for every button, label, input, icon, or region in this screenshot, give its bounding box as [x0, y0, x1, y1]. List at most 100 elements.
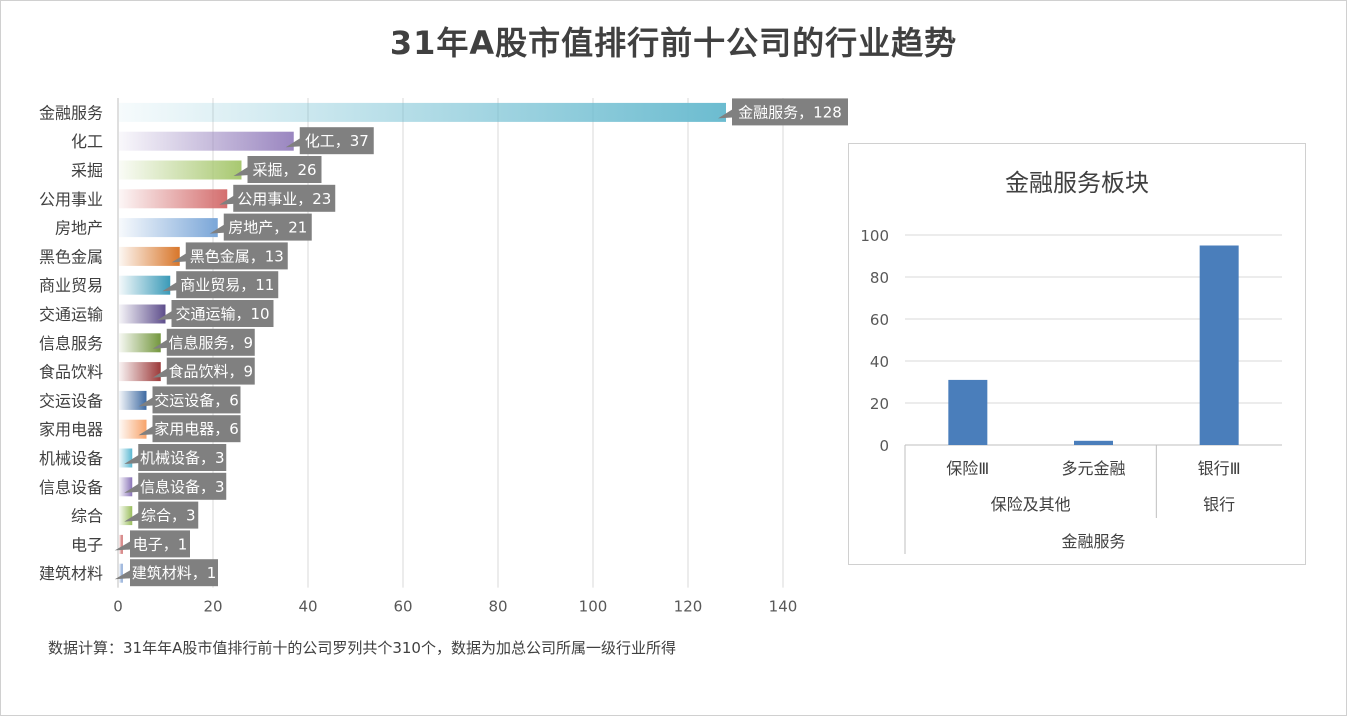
inset-group-label: 银行 [1203, 495, 1235, 514]
data-label-box [138, 444, 227, 471]
bar [119, 131, 294, 151]
data-label-box [130, 559, 218, 587]
data-label-pointer [233, 166, 250, 176]
data-label-pointer [162, 281, 179, 292]
bar [119, 534, 123, 554]
inset-y-tick-label: 60 [870, 311, 889, 329]
data-label-pointer [138, 396, 155, 407]
data-label-pointer [219, 194, 236, 205]
category-label: 食品饮料 [39, 363, 103, 382]
bar [119, 477, 133, 497]
data-label: 建筑材料，1 [132, 564, 217, 582]
data-label: 综合，3 [141, 507, 196, 525]
inset-bar [1074, 440, 1113, 445]
data-label-box [732, 98, 848, 126]
data-label-box [152, 415, 241, 443]
data-label-pointer [124, 454, 141, 464]
category-label: 化工 [71, 132, 103, 151]
bar [119, 218, 218, 238]
data-label-pointer [209, 223, 226, 234]
inset-y-tick-label: 40 [870, 353, 889, 371]
data-label: 黑色金属，13 [190, 247, 284, 265]
bar [119, 189, 228, 209]
data-label-box [247, 156, 322, 183]
category-label: 房地产 [55, 219, 103, 238]
x-tick-label: 120 [674, 598, 703, 616]
category-label: 建筑材料 [39, 564, 103, 583]
bar [119, 160, 242, 180]
data-label-box [171, 300, 274, 327]
data-label: 商业贸易，11 [180, 276, 274, 294]
category-label: 交通运输 [39, 305, 103, 324]
data-label-pointer [138, 425, 155, 436]
data-label-pointer [114, 569, 132, 580]
inset-category-label: 银行Ⅲ [1198, 459, 1241, 478]
category-label: 综合 [71, 507, 103, 526]
data-label-pointer [718, 108, 734, 119]
data-label-pointer [152, 367, 169, 378]
inset-top-group-label: 金融服务 [1061, 532, 1125, 551]
data-label-box [233, 184, 336, 212]
x-tick-label: 40 [298, 598, 317, 616]
data-label: 化工，37 [305, 132, 369, 150]
x-tick-label: 0 [113, 598, 123, 616]
data-label: 食品饮料，9 [168, 363, 253, 381]
data-label-pointer [157, 310, 174, 320]
data-label-box [223, 213, 312, 241]
data-label-pointer [114, 540, 132, 551]
data-label-box [138, 472, 227, 500]
bar [119, 448, 133, 468]
data-label: 信息设备，3 [140, 478, 225, 496]
inset-y-tick-label: 0 [879, 437, 889, 455]
data-label-box [152, 386, 241, 414]
inset-bar [948, 379, 988, 445]
inset-group-label: 保险及其他 [991, 495, 1071, 514]
data-label: 电子，1 [133, 535, 188, 553]
data-label-pointer [124, 511, 141, 522]
data-label-pointer [152, 338, 169, 349]
data-label: 公用事业，23 [237, 190, 331, 208]
inset-bar [1199, 245, 1239, 445]
category-label: 公用事业 [39, 190, 103, 209]
bar [119, 563, 123, 583]
x-tick-label: 20 [203, 598, 222, 616]
x-tick-label: 100 [579, 598, 608, 616]
data-label: 采掘，26 [252, 161, 316, 179]
data-label-box [138, 501, 199, 529]
category-label: 采掘 [71, 161, 103, 180]
inset-y-tick-label: 20 [870, 395, 889, 413]
data-label-pointer [124, 482, 141, 493]
category-label: 电子 [71, 535, 103, 554]
bar [119, 390, 147, 410]
data-label-box [130, 530, 190, 558]
inset-category-label: 保险Ⅲ [946, 459, 989, 478]
bar [119, 275, 171, 295]
data-label-box [299, 127, 374, 155]
inset-y-tick-label: 80 [870, 269, 889, 287]
category-label: 商业贸易 [39, 276, 103, 295]
data-label: 机械设备，3 [140, 449, 225, 467]
inset-y-tick-label: 100 [860, 227, 889, 245]
x-tick-label: 60 [393, 598, 412, 616]
data-label: 交运设备，6 [154, 391, 239, 409]
data-label-box [176, 271, 279, 299]
data-label: 交通运输，10 [175, 305, 269, 323]
category-label: 信息设备 [39, 478, 103, 497]
x-tick-label: 140 [769, 598, 798, 616]
data-label: 房地产，21 [228, 219, 307, 237]
bar [119, 304, 166, 324]
inset-category-label: 多元金融 [1061, 459, 1125, 478]
bar [119, 333, 161, 353]
bar [119, 246, 180, 266]
x-tick-label: 80 [488, 598, 507, 616]
inset-chart-box: 金融服务板块 0 20 40 60 80 100 保险Ⅲ 多元金融 银行Ⅲ 保险及其他 银行 金融服务 [848, 143, 1306, 565]
data-label-pointer [171, 252, 188, 263]
data-label: 家用电器，6 [154, 420, 239, 438]
data-label: 金融服务，128 [738, 103, 842, 121]
bar [119, 419, 147, 439]
data-label-box [166, 328, 255, 356]
data-label-pointer [285, 137, 302, 148]
category-label: 交运设备 [39, 391, 103, 410]
